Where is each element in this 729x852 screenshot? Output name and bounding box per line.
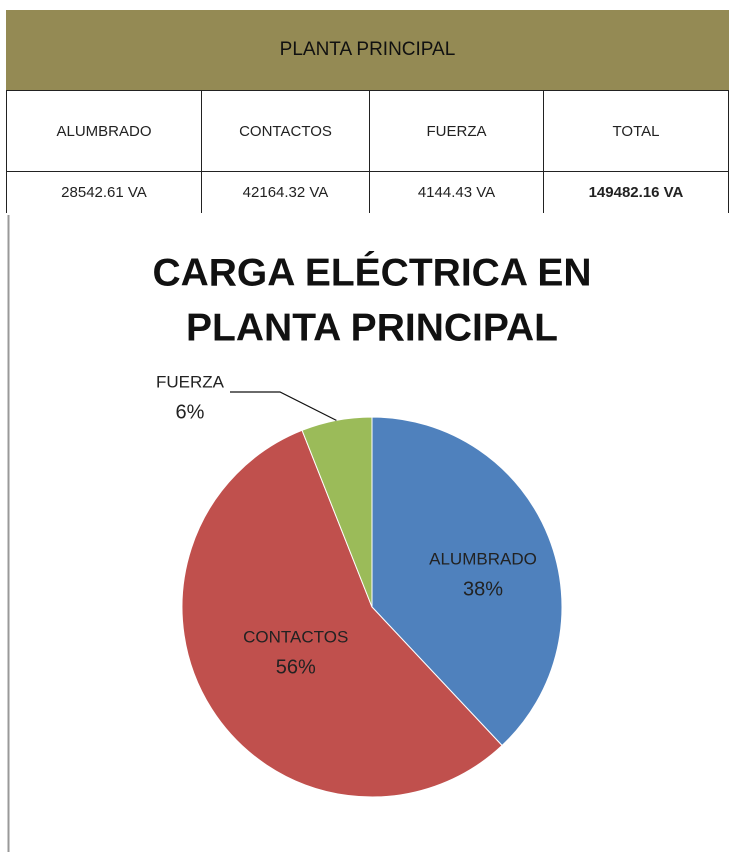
header-cell: FUERZA (369, 90, 544, 172)
slice-value: 6% (176, 401, 205, 423)
slice-label: CONTACTOS (243, 628, 348, 647)
cell: 149482.16 VA (543, 171, 729, 213)
table: ALUMBRADO CONTACTOS FUERZA TOTAL 28542.6… (6, 90, 729, 213)
slice-value: 38% (463, 578, 503, 600)
table-title: PLANTA PRINCIPAL (6, 10, 729, 90)
chart-title: CARGA ELÉCTRICA EN (152, 250, 591, 294)
slice-label: FUERZA (156, 372, 225, 391)
slice-label: ALUMBRADO (429, 550, 537, 569)
chart-title: PLANTA PRINCIPAL (186, 306, 558, 349)
pie-slice (371, 416, 563, 747)
pie-slice (301, 416, 373, 608)
slice-value: 56% (276, 656, 316, 678)
header-cell: TOTAL (543, 90, 729, 172)
cell: 28542.61 VA (6, 171, 202, 213)
leader-line (230, 391, 337, 421)
pie-slice (181, 429, 503, 798)
cell: 4144.43 VA (369, 171, 544, 213)
cell: 42164.32 VA (201, 171, 370, 213)
